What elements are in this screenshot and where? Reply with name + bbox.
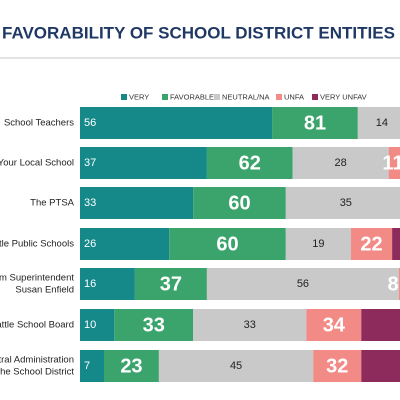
bar-segment [272,107,358,139]
bar-segment [193,187,286,219]
total-label: 34 [323,314,346,336]
value-label: 28 [335,157,347,169]
bar-segment [361,350,400,382]
plot: 56 14 81 37 28 62 11 33 35 60 26 19 60 22 16 56 37 8 10 33 3… [80,107,400,382]
legend-label: UNFA [284,92,304,101]
bar-segment [80,268,135,300]
bar-segment [392,228,400,260]
legend-swatch [121,94,127,100]
bar-segment [104,350,159,382]
value-label: 37 [84,157,96,169]
total-label: 33 [143,314,165,336]
category-label: Seattle School Board [0,320,74,331]
category-label: erim Superintendent [0,273,74,284]
bar-segment [134,268,207,300]
bar-segment [80,147,207,179]
category-label: The PTSA [30,198,74,209]
value-label: 16 [84,278,96,290]
legend-label: NEUTRAL/NA [222,92,270,101]
total-label: 32 [326,355,348,377]
legend-label: VERY [129,92,149,101]
category-label: School Teachers [4,118,74,129]
bar-segment [158,350,314,382]
total-label: 23 [120,355,142,377]
legend-swatch [214,94,220,100]
total-label: 22 [360,233,382,255]
category-label: eattle Public Schools [0,239,74,250]
bar-segment [361,309,400,341]
value-label: 33 [84,197,96,209]
bar-segment [350,228,393,260]
category-label: Your Local School [0,158,74,169]
value-label: 56 [84,117,96,129]
bar-segment [206,268,399,300]
value-label: 45 [230,360,242,372]
bar-segment [285,187,400,219]
total-label: 37 [160,273,182,295]
value-label: 14 [376,117,388,129]
value-label: 35 [340,197,352,209]
chart-title: FAVORABILITY OF SCHOOL DISTRICT ENTITIES [2,23,395,42]
total-label: 60 [216,233,238,255]
value-label: 56 [297,278,309,290]
bar-segment [114,309,194,341]
total-label: 11 [382,152,400,174]
bar-segment [388,147,400,179]
value-label: 33 [244,319,256,331]
category-label: Susan Enfield [15,285,74,296]
legend-label: VERY UNFAV [320,92,367,101]
bar-segment [80,309,115,341]
value-label: 10 [84,319,96,331]
value-label: 19 [312,238,324,250]
bar-segment [292,147,389,179]
bar-segment [313,350,362,382]
category-label: entral Administration [0,355,74,366]
value-label: 7 [84,360,90,372]
total-label: 62 [239,152,261,174]
value-label: 26 [84,238,96,250]
legend-swatch [162,94,168,100]
category-label: he School District [0,367,74,378]
legend-label: FAVORABLE [170,92,214,101]
total-label: 81 [304,112,326,134]
total-label: 60 [228,192,250,214]
legend-swatch [276,94,282,100]
bar-segment [285,228,351,260]
bar-segment [357,107,400,139]
bar-segment [80,350,105,382]
bar-segment [206,147,293,179]
bar-segment [398,268,400,300]
total-label: 8 [387,273,398,295]
bar-segment [169,228,286,260]
bar-segment [80,107,273,139]
bar-segment [80,187,194,219]
legend-swatch [312,94,318,100]
bar-segment [306,309,362,341]
bar-segment [193,309,307,341]
bar-segment [80,228,170,260]
